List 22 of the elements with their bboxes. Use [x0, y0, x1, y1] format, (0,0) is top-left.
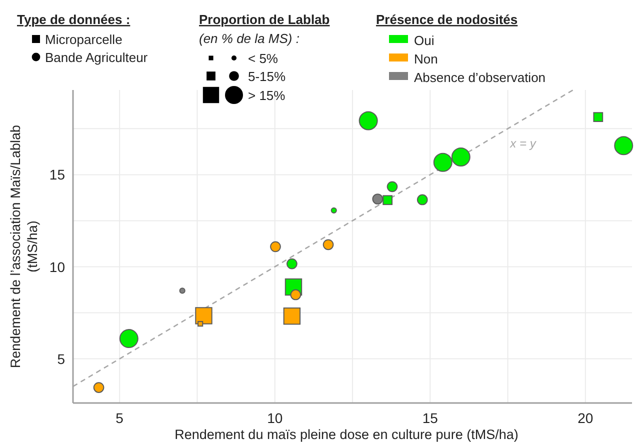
text: Présence de nodosités: [376, 12, 518, 27]
text: < 5%: [248, 51, 278, 66]
annotation: > 15%: [248, 88, 286, 103]
series-label: x = y: [509, 136, 537, 151]
x-tick-label: 10: [267, 410, 283, 426]
x-tick-label: 20: [578, 410, 594, 426]
text: Type de données :: [17, 12, 130, 27]
x-tick-label: 5: [116, 410, 124, 426]
y-axis-title: Rendement de l’association Maïs/Lablab (tMS/ha): [8, 124, 40, 368]
y-tick-label: 5: [57, 350, 66, 367]
legend-label: Absence d’observation: [414, 70, 546, 85]
x-tick-label: 15: [422, 410, 438, 426]
y-tick-label: 10: [49, 258, 66, 275]
x-axis-title: Rendement du maïs pleine dose en culture pure (tMS/ha): [174, 427, 518, 442]
legend-label: Non: [414, 52, 438, 66]
text: Microparcelle: [45, 32, 122, 47]
text: Proportion de Lablab: [199, 12, 330, 27]
text: (en % de la MS) :: [199, 31, 300, 46]
y-tick-label: 15: [49, 166, 66, 183]
legend-label: Oui: [414, 33, 434, 48]
text: Bande Agriculteur: [45, 50, 148, 65]
text: 5-15%: [248, 69, 286, 84]
